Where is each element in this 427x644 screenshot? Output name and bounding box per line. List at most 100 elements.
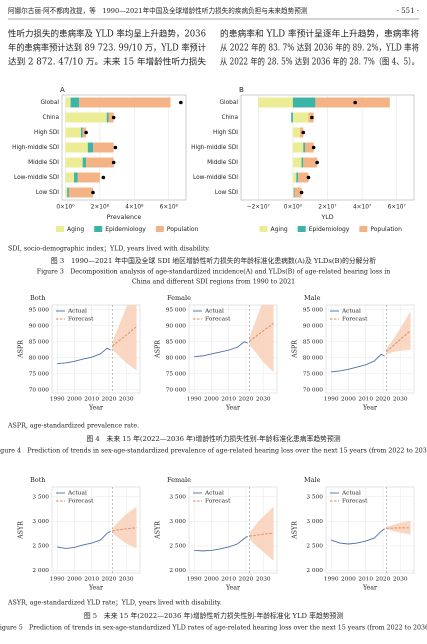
y-axis-label: ASPR bbox=[18, 340, 25, 359]
plot-layer bbox=[194, 487, 274, 573]
y-tick-label: 90 000 bbox=[29, 323, 50, 329]
bar-segment bbox=[292, 187, 294, 198]
legend-label: Forecast bbox=[68, 499, 94, 505]
x-tick-label: −2×10⁷ bbox=[247, 204, 271, 211]
total-dot bbox=[301, 130, 306, 135]
total-dot bbox=[179, 100, 183, 105]
body-line: 达到 2 872. 47/10 万。未来 15 年增龄性听力损失 bbox=[8, 56, 206, 68]
panel-label: B bbox=[239, 86, 244, 94]
body-line: 从 2022 年的 28. 5% 达到 2036 年的 28. 7%（图 4、5… bbox=[220, 56, 419, 68]
x-tick-label: 6×10⁸ bbox=[160, 204, 179, 211]
y-tick-label: 75 000 bbox=[166, 371, 187, 377]
x-tick-label: 2020 bbox=[102, 577, 117, 583]
bar-segment bbox=[65, 172, 75, 183]
category-label: Middle SDI bbox=[207, 160, 238, 166]
x-tick-label: 2010 bbox=[358, 397, 373, 403]
y-axis-label: ASPR bbox=[155, 340, 162, 359]
confidence-band bbox=[112, 506, 137, 549]
category-label: High-middle SDI bbox=[191, 145, 238, 151]
legend-label: Epidemiology bbox=[105, 226, 146, 233]
category-label: China bbox=[42, 115, 59, 121]
bar-segment bbox=[292, 172, 297, 183]
x-tick-label: 1990 bbox=[50, 397, 65, 403]
series-line bbox=[386, 330, 411, 353]
bar-segment bbox=[93, 142, 114, 153]
x-tick-label: 1990 bbox=[324, 397, 339, 403]
y-tick-label: 75 000 bbox=[303, 371, 324, 377]
figure-note: ASPR, age-standardized prevalence rate. bbox=[7, 423, 139, 430]
x-tick-label: 2000 bbox=[67, 577, 82, 583]
bar-segment bbox=[305, 142, 314, 153]
chart-title: Female bbox=[167, 294, 191, 302]
x-tick-label: 2030 bbox=[256, 577, 271, 583]
x-tick-label: 2000 bbox=[204, 577, 219, 583]
bar-segment bbox=[70, 97, 80, 108]
bar-segment bbox=[65, 187, 68, 198]
x-tick-label: 1990 bbox=[187, 577, 202, 583]
y-tick-label: 95 000 bbox=[166, 307, 187, 313]
legend-label: Aging bbox=[271, 226, 288, 233]
legend-label: Epidemiology bbox=[309, 226, 350, 233]
body-line: 从 2022 年的 83. 7% 达到 2036 年的 89. 2%，YLD 率… bbox=[220, 42, 419, 54]
y-tick-label: 3 500 bbox=[32, 494, 49, 500]
y-tick-label: 2 500 bbox=[32, 543, 49, 549]
bar-segment bbox=[77, 172, 100, 183]
x-tick-label: 4×10⁷ bbox=[353, 204, 372, 211]
x-axis-label: Year bbox=[88, 585, 104, 592]
legend-label: Aging bbox=[67, 226, 84, 233]
bar-segment bbox=[292, 127, 300, 138]
x-tick-label: 2000 bbox=[341, 577, 356, 583]
total-dot bbox=[306, 175, 311, 180]
legend-label: Actual bbox=[67, 491, 87, 497]
y-axis-label: ASYR bbox=[155, 521, 162, 540]
bar-segment bbox=[258, 97, 293, 108]
x-tick-label: 2000 bbox=[67, 397, 82, 403]
legend-swatch bbox=[56, 226, 64, 232]
legend-label: Forecast bbox=[342, 317, 368, 323]
y-tick-label: 95 000 bbox=[303, 307, 324, 313]
bar-segment bbox=[80, 127, 83, 138]
chart-title: Female bbox=[167, 476, 191, 484]
plot-layer bbox=[331, 487, 411, 573]
legend-label: Actual bbox=[341, 309, 361, 315]
legend-label: Forecast bbox=[342, 499, 368, 505]
y-axis-label: ASYR bbox=[292, 521, 299, 540]
confidence-band bbox=[112, 305, 137, 371]
category-label: Low-middle SDI bbox=[193, 175, 238, 181]
series-line bbox=[112, 326, 137, 347]
legend-label: Population bbox=[370, 226, 402, 233]
y-tick-label: 75 000 bbox=[29, 371, 50, 377]
category-label: China bbox=[221, 115, 238, 121]
figure-title-zh: 图 5 未来 15 年(2022—2036 年)增龄性听力损失性别-年龄标准化 … bbox=[84, 611, 344, 620]
y-tick-label: 70 000 bbox=[166, 387, 187, 393]
x-axis-label: Year bbox=[88, 405, 104, 412]
page-number: · 551 · bbox=[397, 7, 419, 15]
y-tick-label: 95 000 bbox=[29, 307, 50, 313]
bar-segment bbox=[108, 112, 114, 123]
figure-note: ASYR, age-standardized YLD rate；YLD, yea… bbox=[7, 600, 222, 607]
chart-title: Both bbox=[30, 476, 46, 484]
x-axis-label: Year bbox=[362, 405, 378, 412]
bar-segment bbox=[87, 142, 93, 153]
y-tick-label: 85 000 bbox=[303, 339, 324, 345]
bar-segment bbox=[106, 112, 109, 123]
y-tick-label: 90 000 bbox=[303, 323, 324, 329]
legend-label: Actual bbox=[67, 309, 87, 315]
category-label: Global bbox=[220, 100, 239, 106]
bar-segment bbox=[303, 157, 318, 168]
bar-segment bbox=[315, 97, 390, 108]
y-tick-label: 3 500 bbox=[169, 494, 186, 500]
bar-segment bbox=[67, 187, 69, 198]
total-dot bbox=[299, 190, 304, 195]
bar-segment bbox=[68, 187, 93, 198]
body-line: 的患病率和 YLD 率预计呈逐年上升趋势，患病率将 bbox=[220, 28, 419, 40]
x-tick-label: 4×10⁸ bbox=[125, 204, 144, 211]
confidence-band bbox=[386, 311, 411, 355]
total-dot bbox=[311, 145, 316, 150]
y-tick-label: 2 000 bbox=[32, 568, 49, 574]
x-tick-label: 2000 bbox=[341, 397, 356, 403]
legend-label: Forecast bbox=[205, 499, 231, 505]
y-tick-label: 70 000 bbox=[29, 387, 50, 393]
y-tick-label: 80 000 bbox=[29, 355, 50, 361]
y-tick-label: 85 000 bbox=[29, 339, 50, 345]
